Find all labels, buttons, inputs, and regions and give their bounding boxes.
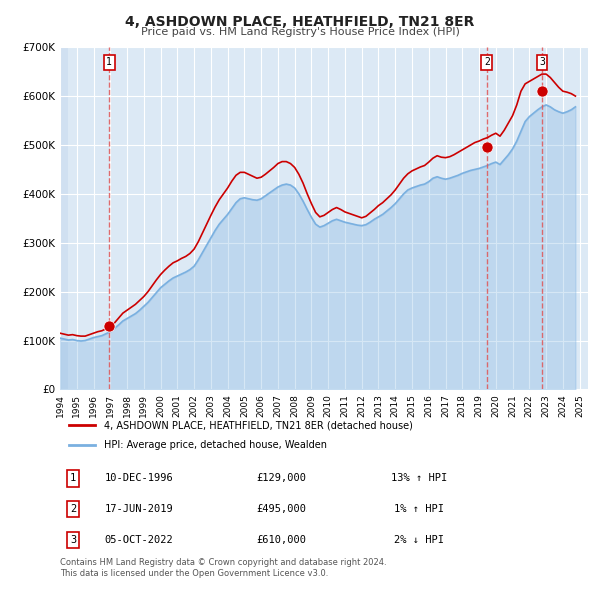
Text: 4, ASHDOWN PLACE, HEATHFIELD, TN21 8ER (detached house): 4, ASHDOWN PLACE, HEATHFIELD, TN21 8ER (…	[104, 421, 413, 430]
Text: 3: 3	[70, 535, 76, 545]
Text: 2: 2	[484, 57, 490, 67]
Text: 1: 1	[106, 57, 112, 67]
Text: £129,000: £129,000	[257, 474, 307, 483]
Text: 17-JUN-2019: 17-JUN-2019	[105, 504, 173, 514]
Text: £495,000: £495,000	[257, 504, 307, 514]
Text: Price paid vs. HM Land Registry's House Price Index (HPI): Price paid vs. HM Land Registry's House …	[140, 27, 460, 37]
Text: 10-DEC-1996: 10-DEC-1996	[105, 474, 173, 483]
Text: HPI: Average price, detached house, Wealden: HPI: Average price, detached house, Weal…	[104, 440, 327, 450]
Text: 4, ASHDOWN PLACE, HEATHFIELD, TN21 8ER: 4, ASHDOWN PLACE, HEATHFIELD, TN21 8ER	[125, 15, 475, 29]
Text: 05-OCT-2022: 05-OCT-2022	[105, 535, 173, 545]
Text: 1: 1	[70, 474, 76, 483]
Text: £610,000: £610,000	[257, 535, 307, 545]
Text: 1% ↑ HPI: 1% ↑ HPI	[394, 504, 444, 514]
Text: 3: 3	[539, 57, 545, 67]
Text: Contains HM Land Registry data © Crown copyright and database right 2024.
This d: Contains HM Land Registry data © Crown c…	[60, 558, 386, 578]
Text: 13% ↑ HPI: 13% ↑ HPI	[391, 474, 447, 483]
Text: 2% ↓ HPI: 2% ↓ HPI	[394, 535, 444, 545]
Text: 2: 2	[70, 504, 76, 514]
